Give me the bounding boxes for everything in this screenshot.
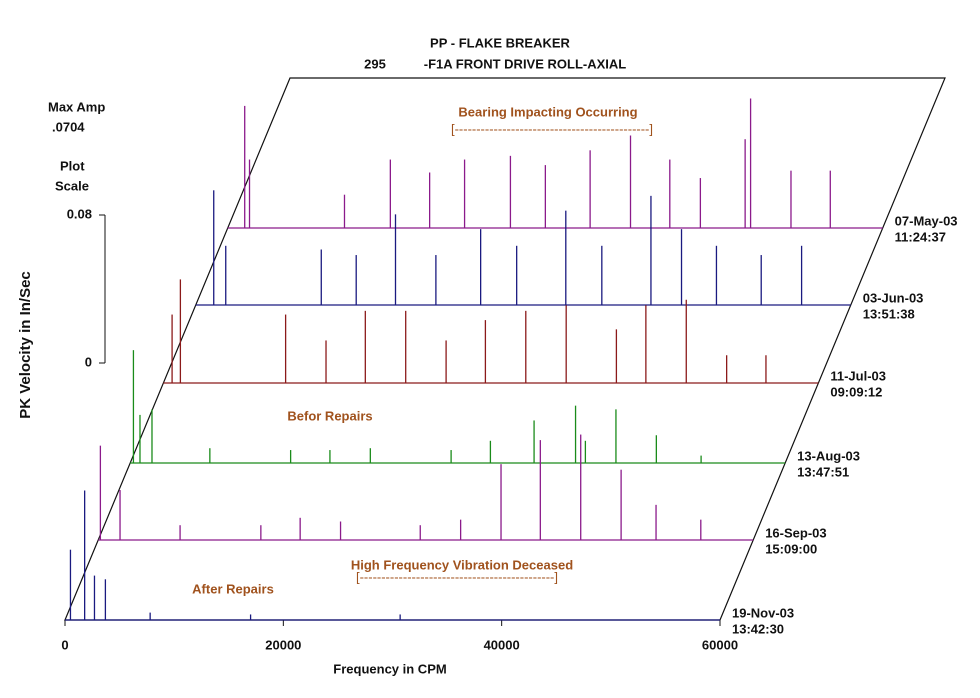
x-tick-label: 0 [61, 637, 68, 652]
legend-date: 16-Sep-03 [765, 525, 826, 540]
legend-date: 07-May-03 [895, 213, 958, 228]
y-tick-label: 0 [85, 354, 92, 369]
legend-time: 13:51:38 [863, 306, 915, 321]
y-tick-label: 0.08 [67, 206, 92, 221]
max-amp-label: Max Amp [48, 99, 105, 114]
y-axis-label: PK Velocity in In/Sec [17, 271, 34, 419]
title-line: -F1A FRONT DRIVE ROLL-AXIAL [424, 56, 627, 71]
legend-time: 09:09:12 [830, 384, 882, 399]
annotation: After Repairs [192, 581, 274, 596]
legend-date: 13-Aug-03 [797, 448, 860, 463]
x-axis-label: Frequency in CPM [333, 661, 446, 676]
title-line: PP - FLAKE BREAKER [430, 35, 570, 50]
x-tick-label: 40000 [484, 637, 520, 652]
annotation: Bearing Impacting Occurring [458, 104, 637, 119]
max-amp: .0704 [52, 119, 85, 134]
legend-time: 15:09:00 [765, 541, 817, 556]
x-tick-label: 20000 [265, 637, 301, 652]
annotation: [---------------------------------------… [356, 569, 558, 584]
annotation: [---------------------------------------… [451, 121, 653, 136]
legend-date: 19-Nov-03 [732, 605, 794, 620]
legend-time: 11:24:37 [895, 229, 946, 244]
scale-label: Plot [60, 158, 85, 173]
title-line: 295 [364, 56, 386, 71]
x-tick-label: 60000 [702, 637, 738, 652]
legend-time: 13:47:51 [797, 464, 849, 479]
annotation: High Frequency Vibration Deceased [351, 557, 573, 572]
legend-date: 11-Jul-03 [830, 368, 886, 383]
annotation: Befor Repairs [287, 408, 372, 423]
legend-time: 13:42:30 [732, 621, 784, 636]
scale-label: Scale [55, 178, 89, 193]
legend-date: 03-Jun-03 [863, 290, 924, 305]
